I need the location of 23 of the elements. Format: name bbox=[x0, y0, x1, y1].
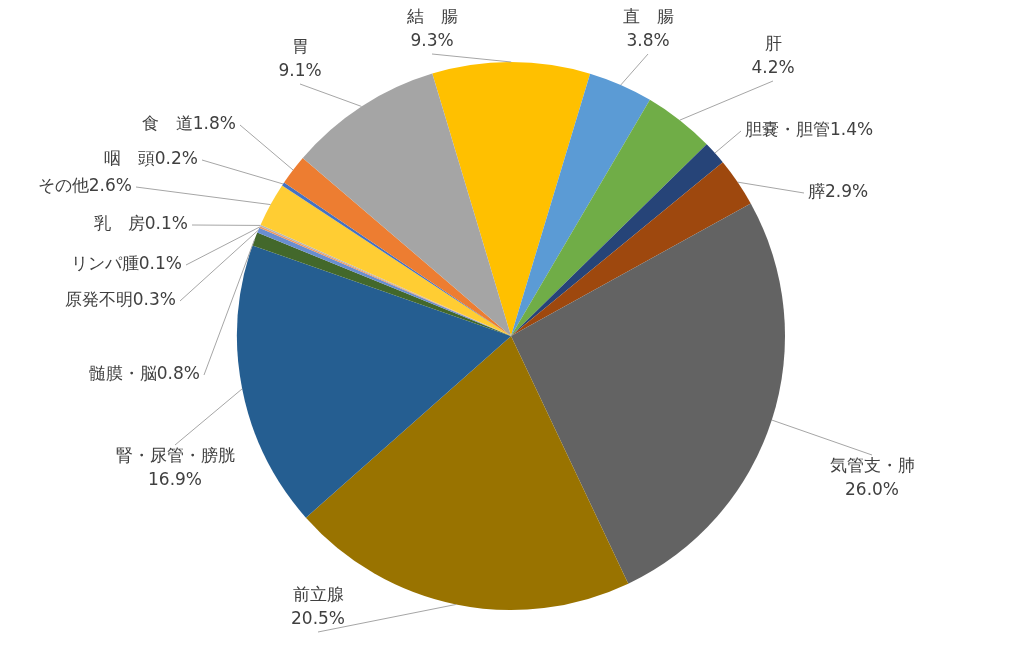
data-label: 20.5% bbox=[290, 608, 346, 629]
slice-label: リンパ腫0.1% bbox=[70, 253, 182, 274]
data-label: 26.0% bbox=[844, 479, 900, 500]
data-label: 9.1% bbox=[278, 60, 322, 81]
data-label: 3.8% bbox=[626, 30, 670, 51]
slice-label: 気管支・肺 bbox=[829, 455, 915, 476]
slice-label: 食 道1.8% bbox=[141, 113, 236, 134]
data-label: 9.3% bbox=[410, 30, 454, 51]
slice-label: 直 腸 bbox=[622, 6, 674, 27]
data-label: 4.2% bbox=[751, 57, 795, 78]
slice-label: 髄膜・脳0.8% bbox=[88, 363, 200, 384]
slice-label: 肝 bbox=[764, 33, 782, 54]
slice-label: 膵2.9% bbox=[808, 181, 869, 202]
slice-label: 咽 頭0.2% bbox=[103, 148, 198, 169]
slice-label: 胃 bbox=[291, 36, 309, 57]
slice-label: その他2.6% bbox=[37, 175, 132, 196]
data-label: 16.9% bbox=[147, 469, 203, 490]
slice-label: 腎・尿管・膀胱 bbox=[115, 445, 235, 466]
slice-label: 結 腸 bbox=[405, 6, 458, 27]
slice-label: 原発不明0.3% bbox=[64, 289, 176, 310]
slice-label: 胆嚢・胆管1.4% bbox=[745, 119, 874, 140]
slice-label: 前立腺 bbox=[292, 584, 344, 605]
slice-label: 乳 房0.1% bbox=[93, 213, 188, 234]
